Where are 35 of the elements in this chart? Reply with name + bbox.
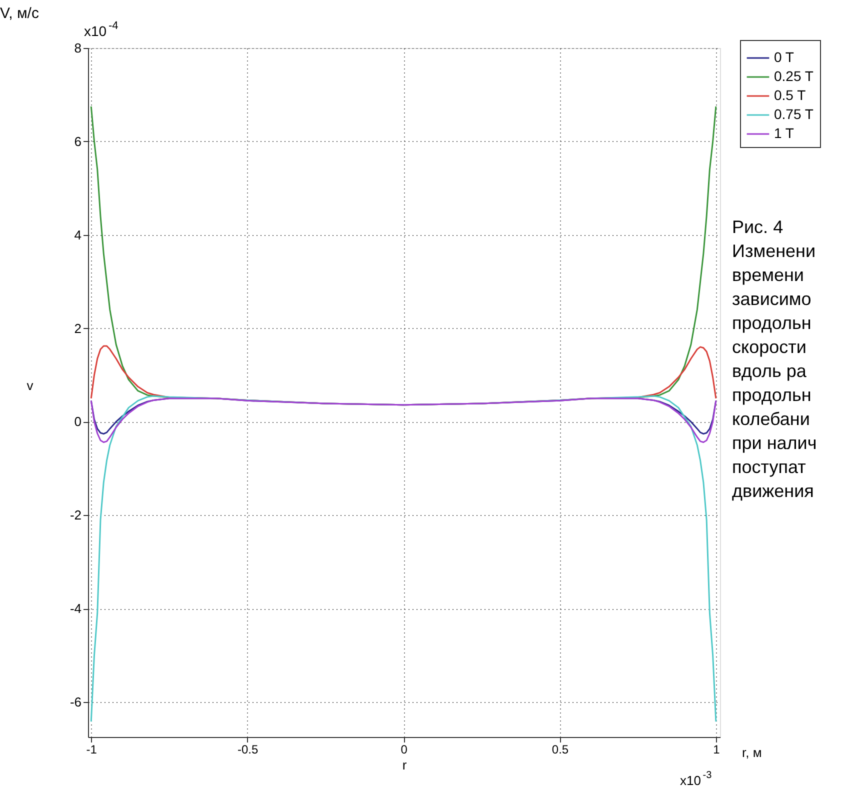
legend-label: 0.5 T: [774, 87, 806, 103]
y-tick-label: -4: [70, 601, 82, 616]
legend-label: 0.25 T: [774, 68, 814, 84]
text: r, м: [742, 745, 762, 760]
text: продольн: [732, 385, 812, 405]
y-tick-label: -2: [70, 508, 82, 523]
text: продольн: [732, 313, 812, 333]
x-tick-label: -0.5: [237, 742, 258, 756]
text: при налич: [732, 433, 817, 453]
text: поступат: [732, 457, 806, 477]
y-tick-label: 2: [74, 320, 82, 336]
x-axis-title: r: [402, 758, 408, 772]
x-tick-label: -1: [86, 742, 98, 756]
text: V, м/с: [0, 5, 40, 22]
y-tick-label: -6: [70, 694, 82, 710]
x-tick-label: 0.5: [552, 742, 569, 756]
text: вдоль ра: [732, 361, 808, 381]
x-tick-label: 1: [713, 742, 720, 756]
y-tick-label: 8: [74, 40, 82, 56]
text: движения: [732, 481, 814, 501]
line-series: [90, 398, 717, 443]
text: колебани: [732, 409, 810, 429]
text: Изменени: [732, 241, 816, 261]
y-tick-label: 4: [74, 227, 82, 242]
y-tick-label: 0: [74, 414, 82, 430]
legend-label: 0.75 T: [774, 106, 814, 122]
text: времени: [732, 265, 804, 285]
text: Рис. 4: [732, 217, 784, 237]
legend-label: 1 T: [774, 125, 794, 141]
text: скорости: [732, 337, 806, 357]
text: зависимо: [732, 289, 812, 309]
y-axis-title: v: [26, 378, 34, 393]
x-tick-label: 0: [400, 742, 408, 756]
y-tick-label: 6: [74, 134, 82, 149]
legend-label: 0 T: [774, 49, 794, 65]
